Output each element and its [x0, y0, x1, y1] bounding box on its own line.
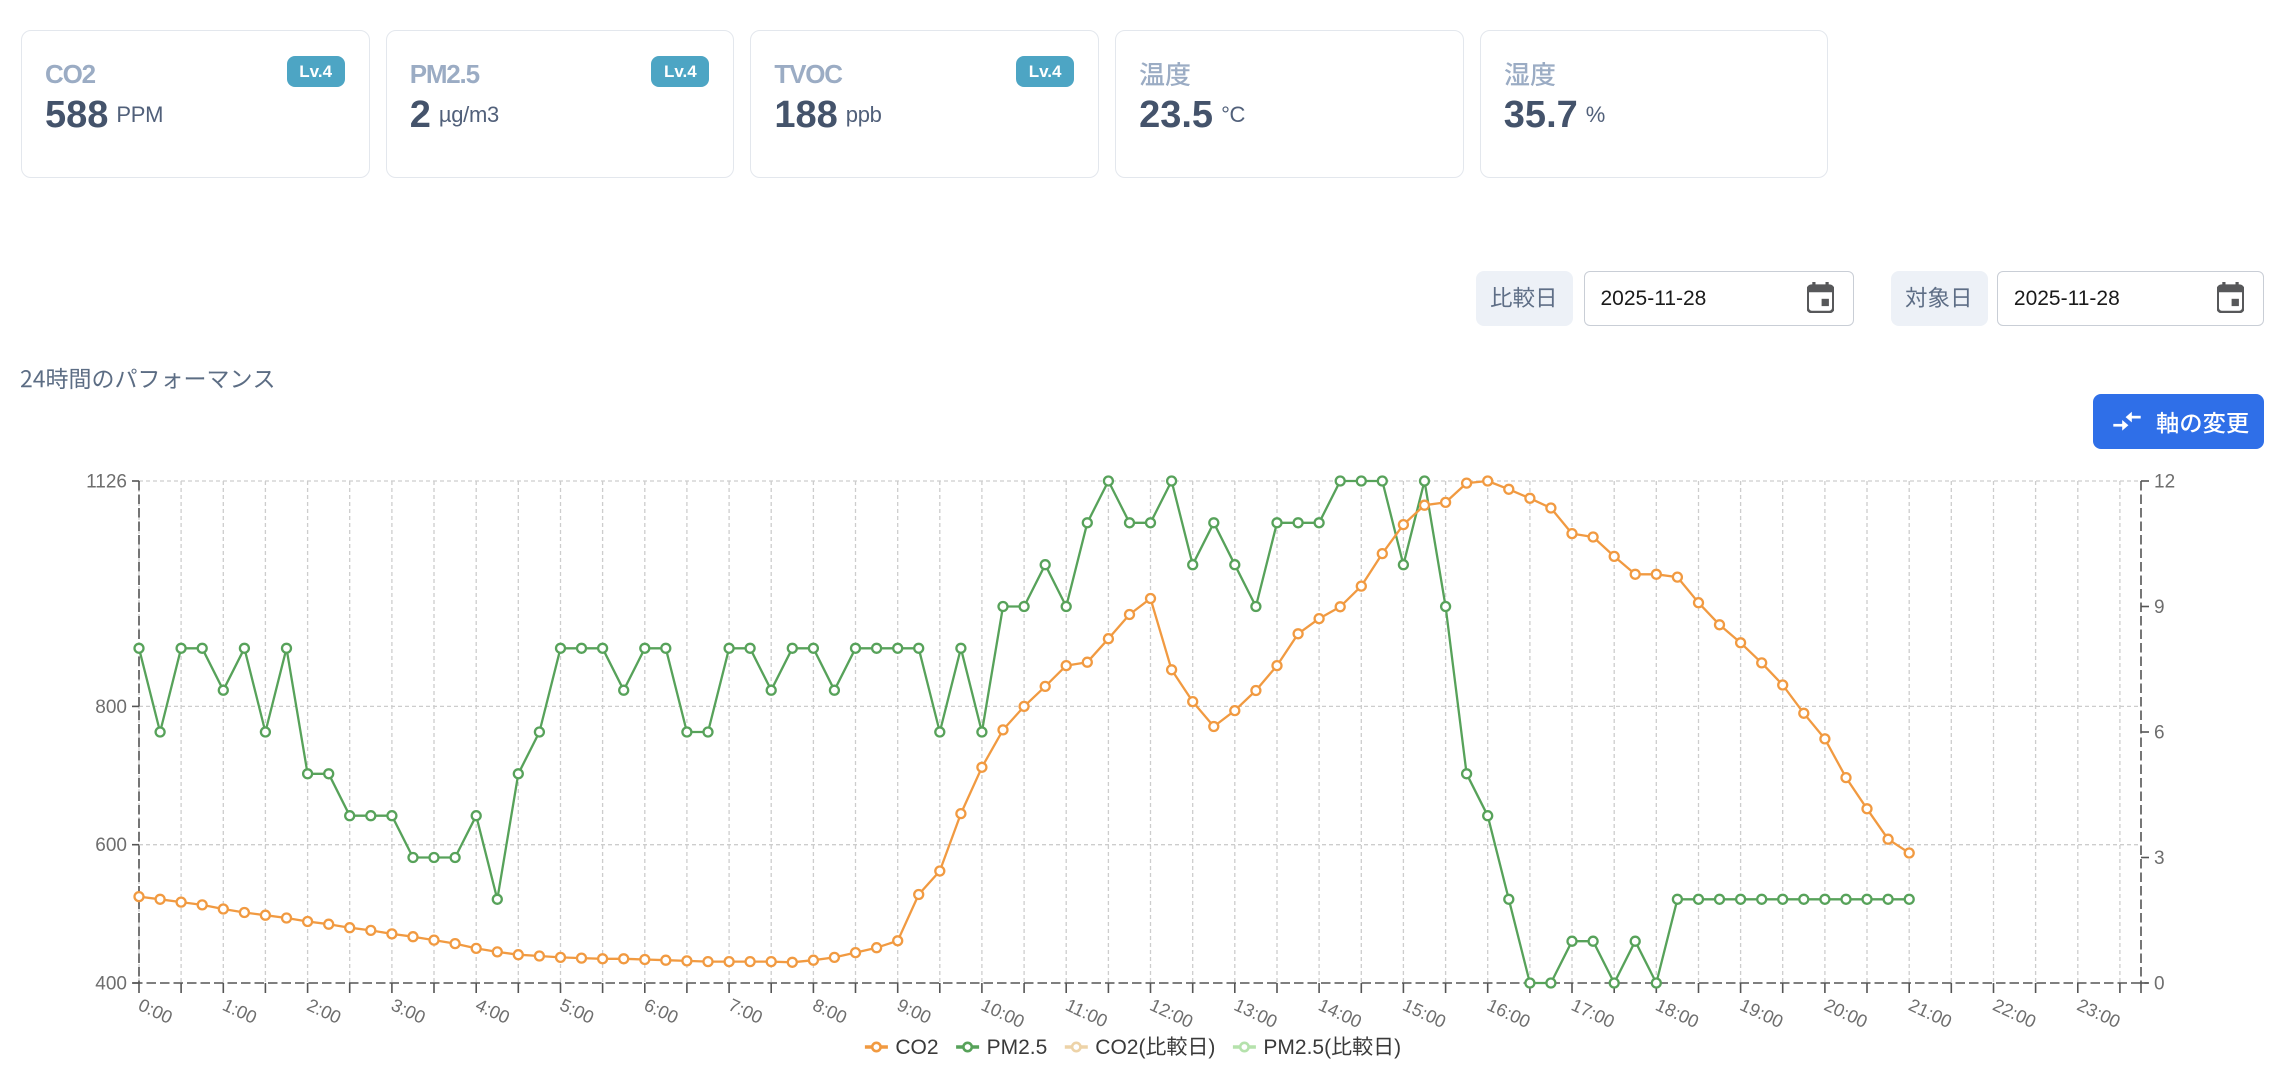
svg-text:0: 0: [2154, 974, 2165, 995]
svg-text:600: 600: [95, 835, 127, 856]
svg-text:9: 9: [2154, 597, 2165, 618]
svg-text:2:00: 2:00: [304, 995, 344, 1028]
svg-text:12:00: 12:00: [1147, 995, 1196, 1032]
svg-text:CO2(: CO2(: [1095, 1036, 1145, 1059]
svg-text:19:00: 19:00: [1737, 995, 1786, 1032]
svg-text:6:00: 6:00: [641, 995, 681, 1028]
svg-text:16:00: 16:00: [1484, 995, 1533, 1032]
svg-text:3:00: 3:00: [388, 995, 428, 1028]
svg-text:5:00: 5:00: [557, 995, 597, 1028]
svg-text:14:00: 14:00: [1315, 995, 1364, 1032]
svg-text:4:00: 4:00: [473, 995, 513, 1028]
svg-text:7:00: 7:00: [725, 995, 765, 1028]
svg-text:9:00: 9:00: [894, 995, 934, 1028]
svg-text:PM2.5(: PM2.5(: [1263, 1036, 1331, 1059]
svg-text:400: 400: [95, 974, 127, 995]
svg-text:13:00: 13:00: [1231, 995, 1280, 1032]
svg-text:12: 12: [2154, 472, 2175, 493]
svg-text:20:00: 20:00: [1821, 995, 1870, 1032]
svg-text:0:00: 0:00: [135, 995, 175, 1028]
svg-text:22:00: 22:00: [1990, 995, 2039, 1032]
svg-text:): ): [1394, 1036, 1401, 1059]
svg-text:15:00: 15:00: [1400, 995, 1449, 1032]
svg-text:6: 6: [2154, 723, 2165, 744]
svg-text:23:00: 23:00: [2074, 995, 2123, 1032]
svg-text:800: 800: [95, 697, 127, 718]
svg-text:21:00: 21:00: [1906, 995, 1955, 1032]
svg-text:CO2: CO2: [895, 1036, 938, 1059]
svg-text:10:00: 10:00: [978, 995, 1027, 1032]
svg-text:3: 3: [2154, 848, 2165, 869]
svg-text:1126: 1126: [86, 472, 127, 493]
svg-text:11:00: 11:00: [1063, 995, 1111, 1032]
svg-text:17:00: 17:00: [1568, 995, 1617, 1032]
svg-text:18:00: 18:00: [1653, 995, 1702, 1032]
svg-text:1:00: 1:00: [220, 995, 260, 1028]
svg-text:PM2.5: PM2.5: [987, 1036, 1048, 1059]
svg-text:): ): [1208, 1036, 1215, 1059]
svg-text:8:00: 8:00: [810, 995, 850, 1028]
